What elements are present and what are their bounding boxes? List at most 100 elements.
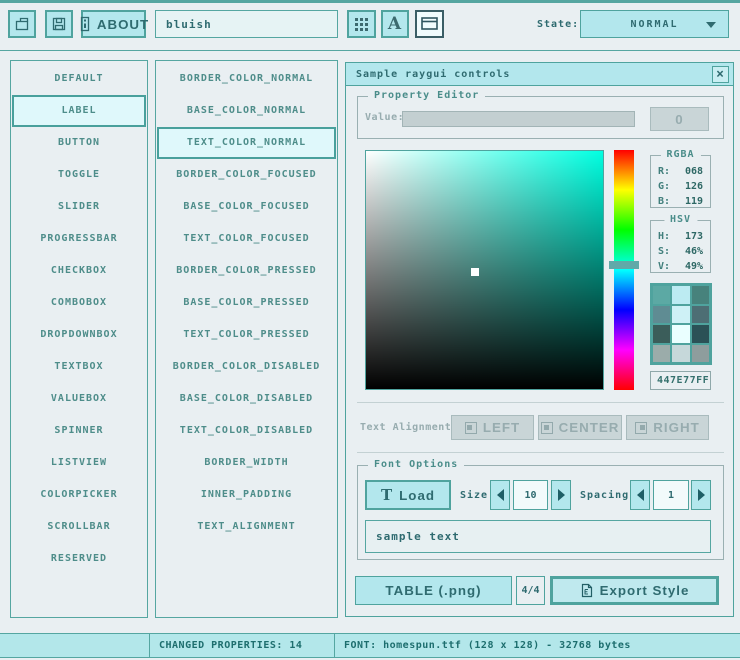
property-editor-group: Property Editor [357, 90, 724, 139]
window-titlebar[interactable]: Sample raygui controls [346, 63, 733, 86]
palette-swatch[interactable] [672, 305, 690, 323]
list-item-listview[interactable]: LISTVIEW [50, 457, 108, 468]
align-center-icon [540, 421, 553, 434]
window-title: Sample raygui controls [356, 68, 511, 80]
font-options-title: Font Options [368, 459, 465, 470]
list-item-base_color_normal[interactable]: BASE_COLOR_NORMAL [186, 105, 307, 116]
palette-swatch[interactable] [653, 286, 671, 304]
value-label: Value: [365, 112, 405, 123]
list-item-text_color_disabled[interactable]: TEXT_COLOR_DISABLED [179, 425, 314, 436]
list-item-border_width[interactable]: BORDER_WIDTH [204, 457, 289, 468]
arrow-right-icon [557, 489, 565, 501]
list-item-label[interactable]: LABEL [12, 95, 146, 127]
font-spacing-decrease-button[interactable] [630, 480, 650, 510]
list-item-text_alignment[interactable]: TEXT_ALIGNMENT [197, 521, 296, 532]
style-table-button[interactable] [347, 10, 376, 38]
align-center-button[interactable]: CENTER [538, 415, 622, 440]
list-item-textbox[interactable]: TEXTBOX [54, 361, 104, 372]
close-icon [716, 67, 725, 82]
align-left-button[interactable]: LEFT [451, 415, 534, 440]
font-load-label: Load [399, 487, 435, 503]
list-item-base_color_disabled[interactable]: BASE_COLOR_DISABLED [179, 393, 314, 404]
hsv-title: HSV [663, 214, 698, 225]
list-item-dropdownbox[interactable]: DROPDOWNBOX [40, 329, 118, 340]
font-size-value[interactable]: 10 [513, 480, 548, 510]
hue-bar[interactable] [609, 150, 639, 390]
font-spacing-increase-button[interactable] [691, 480, 711, 510]
palette-swatch[interactable] [691, 325, 709, 343]
font-spacing-label: Spacing: [580, 489, 637, 501]
font-size-label: Size: [460, 489, 496, 501]
export-style-button[interactable]: Export Style [550, 576, 719, 605]
list-item-border_color_disabled[interactable]: BORDER_COLOR_DISABLED [172, 361, 321, 372]
palette-swatch[interactable] [653, 305, 671, 323]
state-dropdown[interactable]: NORMAL [580, 10, 729, 38]
list-item-checkbox[interactable]: CHECKBOX [50, 265, 108, 276]
font-options-group: Font Options [357, 459, 724, 560]
list-item-colorpicker[interactable]: COLORPICKER [40, 489, 118, 500]
hex-color-input[interactable]: 447E77FF [650, 371, 711, 390]
list-item-border_color_normal[interactable]: BORDER_COLOR_NORMAL [179, 73, 314, 84]
palette-swatch[interactable] [653, 344, 671, 362]
list-item-base_color_pressed[interactable]: BASE_COLOR_PRESSED [183, 297, 310, 308]
palette-swatch[interactable] [672, 286, 690, 304]
hsv-group: HSV H: 173 S: 46% V: 49% [650, 214, 711, 273]
rgba-g-row: G: 126 [651, 179, 710, 194]
list-item-border_color_focused[interactable]: BORDER_COLOR_FOCUSED [176, 169, 317, 180]
palette-swatch[interactable] [672, 344, 690, 362]
style-color-palette [650, 283, 712, 365]
rgba-group: RGBA R: 068 G: 126 B: 119 [650, 149, 711, 208]
font-size-decrease-button[interactable] [490, 480, 510, 510]
h-value: 173 [684, 231, 703, 242]
list-item-default[interactable]: DEFAULT [54, 73, 104, 84]
list-item-inner_padding[interactable]: INNER_PADDING [200, 489, 293, 500]
list-item-slider[interactable]: SLIDER [57, 201, 101, 212]
color-picker-area[interactable] [365, 150, 604, 390]
about-button-label: ABOUT [96, 16, 150, 32]
list-item-valuebox[interactable]: VALUEBOX [50, 393, 108, 404]
list-item-combobox[interactable]: COMBOBOX [50, 297, 108, 308]
palette-swatch[interactable] [653, 325, 671, 343]
list-item-text_color_pressed[interactable]: TEXT_COLOR_PRESSED [183, 329, 310, 340]
list-item-button[interactable]: BUTTON [57, 137, 101, 148]
status-left-cell [0, 634, 150, 657]
r-label: R: [658, 166, 671, 177]
font-load-button[interactable]: Load [365, 480, 451, 510]
hue-slider-handle[interactable] [609, 261, 639, 270]
value-slider[interactable] [402, 111, 635, 127]
open-style-button[interactable] [8, 10, 36, 38]
palette-swatch[interactable] [691, 344, 709, 362]
palette-swatch[interactable] [691, 286, 709, 304]
g-value: 126 [684, 181, 703, 192]
rgba-r-row: R: 068 [651, 164, 710, 179]
export-pages-indicator[interactable]: 4/4 [516, 576, 545, 605]
list-item-reserved[interactable]: RESERVED [50, 553, 108, 564]
list-item-border_color_pressed[interactable]: BORDER_COLOR_PRESSED [176, 265, 317, 276]
list-item-toggle[interactable]: TOGGLE [57, 169, 101, 180]
value-button[interactable]: 0 [650, 107, 709, 131]
separator-line [357, 402, 724, 403]
align-right-button[interactable]: RIGHT [626, 415, 709, 440]
list-item-scrollbar[interactable]: SCROLLBAR [47, 521, 111, 532]
palette-swatch[interactable] [691, 305, 709, 323]
window-mode-button[interactable] [415, 10, 444, 38]
sample-text-input[interactable]: sample text [365, 520, 711, 553]
palette-swatch[interactable] [672, 325, 690, 343]
font-atlas-button[interactable] [381, 10, 409, 38]
font-size-increase-button[interactable] [551, 480, 571, 510]
list-item-text_color_focused[interactable]: TEXT_COLOR_FOCUSED [183, 233, 310, 244]
property-editor-title: Property Editor [368, 90, 486, 101]
style-name-input[interactable] [155, 10, 338, 38]
list-item-spinner[interactable]: SPINNER [54, 425, 104, 436]
font-spacing-value[interactable]: 1 [653, 480, 689, 510]
save-style-button[interactable] [45, 10, 73, 38]
table-png-button[interactable]: TABLE (.png) [355, 576, 512, 605]
about-button[interactable]: ABOUT [80, 10, 150, 38]
list-item-text_color_normal[interactable]: TEXT_COLOR_NORMAL [157, 127, 336, 159]
letter-t-icon [381, 486, 393, 504]
b-value: 119 [684, 196, 703, 207]
list-item-progressbar[interactable]: PROGRESSBAR [40, 233, 118, 244]
close-button[interactable] [712, 66, 729, 83]
list-item-base_color_focused[interactable]: BASE_COLOR_FOCUSED [183, 201, 310, 212]
color-picker-cursor[interactable] [471, 268, 480, 277]
